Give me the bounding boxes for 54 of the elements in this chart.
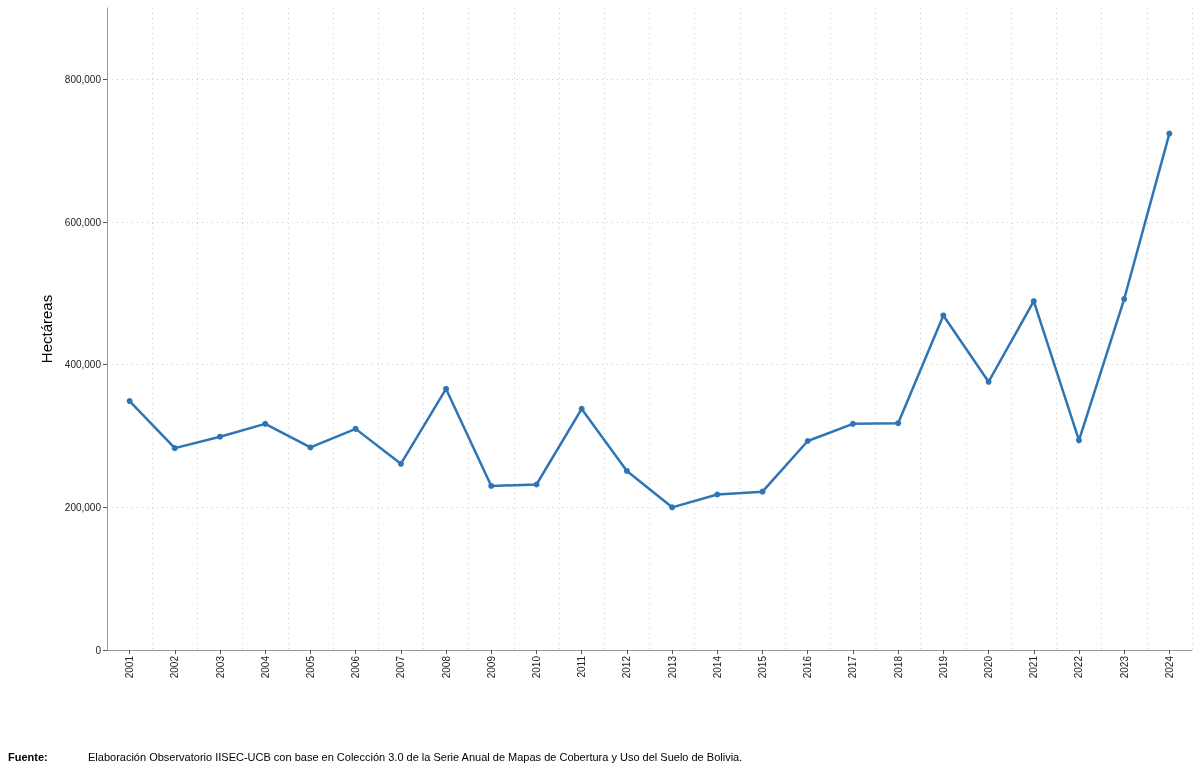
x-tick-label: 2014 [711, 655, 723, 679]
x-tick-label: 2011 [576, 655, 588, 678]
point [940, 312, 947, 319]
point [849, 420, 856, 427]
x-tick-label: 2007 [395, 655, 407, 679]
point [1075, 437, 1082, 444]
point [126, 398, 133, 405]
point [307, 444, 314, 451]
x-tick-label: 2022 [1073, 655, 1085, 679]
x-tick-label: 2016 [802, 655, 814, 679]
x-tick-label: 2018 [892, 655, 904, 679]
point [443, 385, 450, 392]
x-tick-label: 2003 [214, 655, 226, 679]
x-tick-label: 2009 [485, 655, 497, 679]
x-tick-label: 2005 [304, 655, 316, 679]
x-tick-label: 2010 [530, 655, 542, 679]
x-tick-label: 2023 [1118, 655, 1130, 679]
y-tick-label: 800,000 [64, 73, 102, 85]
x-tick-label: 2024 [1163, 655, 1175, 679]
point [1030, 298, 1037, 305]
text: Elaboración Observatorio IISEC-UCB con base en Colección 3.0 de la Serie Anual de Mapas de Cobertura y Uso del Suelo de Bolivia. [88, 750, 743, 763]
x-tick-label: 2021 [1028, 655, 1040, 679]
y-tick-label: 0 [95, 644, 102, 656]
point [804, 437, 811, 444]
x-tick-label: 2015 [757, 655, 769, 679]
point [623, 467, 630, 474]
x-tick-label: 2013 [666, 655, 678, 679]
point [669, 504, 676, 511]
point [533, 481, 540, 488]
y-tick-label: 200,000 [64, 501, 102, 513]
x-tick-label: 2020 [983, 655, 995, 679]
x-tick-label: 2004 [259, 655, 271, 679]
point [488, 482, 495, 489]
y-axis-title: Hectáreas [37, 294, 55, 364]
x-tick-label: 2019 [937, 655, 949, 679]
point [1121, 296, 1128, 303]
x-tick-label: 2012 [621, 655, 633, 679]
point [217, 433, 224, 440]
point [171, 445, 178, 452]
x-tick-label: 2001 [124, 655, 136, 679]
point [578, 405, 585, 412]
x-tick-label: 2002 [169, 655, 181, 679]
point [895, 420, 902, 427]
y-tick-label: 600,000 [64, 216, 102, 228]
point [352, 425, 359, 432]
source-note: Fuente: [8, 750, 48, 763]
point [397, 460, 404, 467]
x-tick-label: 2008 [440, 655, 452, 679]
point [1166, 130, 1173, 137]
point [985, 378, 992, 385]
point [262, 420, 269, 427]
y-tick-label: 400,000 [64, 359, 102, 371]
x-tick-label: 2017 [847, 655, 859, 679]
x-tick-label: 2006 [350, 655, 362, 679]
